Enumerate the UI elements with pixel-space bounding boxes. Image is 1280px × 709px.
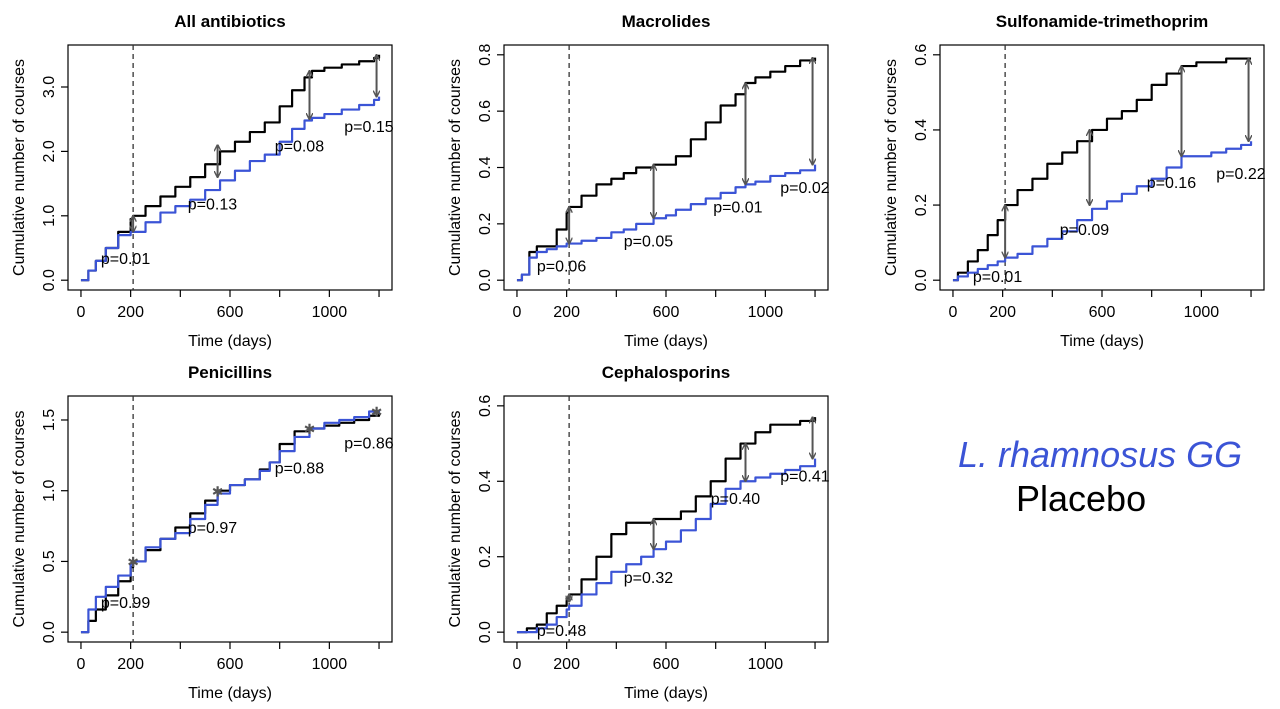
y-tick-label: 1.0 <box>41 479 58 501</box>
y-tick-label: 0.4 <box>477 470 494 492</box>
y-tick-label: 0.4 <box>477 156 494 178</box>
x-tick-label: 0 <box>77 656 86 673</box>
x-axis-label: Time (days) <box>188 333 272 350</box>
p-value-label: p=0.06 <box>537 259 586 276</box>
y-tick-label: 3.0 <box>41 76 58 98</box>
p-value-label: p=0.40 <box>711 491 760 508</box>
y-tick-label: 2.0 <box>41 140 58 162</box>
y-tick-label: 0.4 <box>913 119 930 141</box>
y-tick-label: 0.6 <box>913 44 930 66</box>
x-tick-label: 1000 <box>312 304 348 321</box>
legend-lgg-label: L. rhamnosus GG <box>958 434 1243 475</box>
x-tick-label: 600 <box>217 656 244 673</box>
y-tick-label: 0.2 <box>477 546 494 568</box>
y-tick-label: 0.0 <box>41 269 58 291</box>
p-value-label: p=0.02 <box>780 180 829 197</box>
x-tick-label: 200 <box>117 656 144 673</box>
p-value-label: p=0.99 <box>101 595 150 612</box>
panel-title: All antibiotics <box>174 12 285 31</box>
legend-placebo-label: Placebo <box>1016 478 1147 519</box>
x-tick-label: 600 <box>1089 304 1116 321</box>
p-value-label: p=0.08 <box>275 138 324 155</box>
x-tick-label: 600 <box>217 304 244 321</box>
y-axis-label: Cumulative number of courses <box>883 59 900 276</box>
comparison-marker: ✱ <box>371 405 383 421</box>
y-tick-label: 0.5 <box>41 550 58 572</box>
p-value-label: p=0.97 <box>188 520 237 537</box>
x-tick-label: 1000 <box>312 656 348 673</box>
x-tick-label: 600 <box>653 656 680 673</box>
series-line-lgg <box>80 410 381 634</box>
panel-title: Macrolides <box>622 12 711 31</box>
x-tick-label: 200 <box>117 304 144 321</box>
y-tick-label: 0.6 <box>477 395 494 417</box>
x-axis-label: Time (days) <box>1060 333 1144 350</box>
p-value-label: p=0.05 <box>624 233 673 250</box>
x-tick-label: 1000 <box>748 304 784 321</box>
series-line-placebo <box>80 54 381 282</box>
panel-1: Macrolides 0 200 600 1000 0.0 0.2 0.4 0.6 0.8 Time… <box>447 12 830 350</box>
x-tick-label: 0 <box>949 304 958 321</box>
x-axis-label: Time (days) <box>624 685 708 702</box>
comparison-marker: ✱ <box>304 422 316 438</box>
y-axis-label: Cumulative number of courses <box>11 411 28 628</box>
panel-3: Penicillins 0 200 600 1000 0.0 0.5 1.0 1.5 Time (… <box>11 363 394 702</box>
p-value-label: p=0.48 <box>537 623 586 640</box>
x-tick-label: 200 <box>553 656 580 673</box>
series-line-lgg <box>80 96 381 282</box>
p-value-label: p=0.01 <box>973 269 1022 286</box>
p-value-label: p=0.01 <box>101 251 150 268</box>
p-value-label: p=0.13 <box>188 196 237 213</box>
y-tick-label: 0.0 <box>913 269 930 291</box>
p-value-label: p=0.41 <box>780 468 829 485</box>
comparison-marker: ✱ <box>127 555 139 571</box>
y-tick-label: 0.2 <box>477 213 494 235</box>
p-value-label: p=0.86 <box>344 435 393 452</box>
plot-frame <box>503 44 829 291</box>
y-tick-label: 0.0 <box>41 621 58 643</box>
series-line-lgg <box>516 164 817 282</box>
y-axis-label: Cumulative number of courses <box>447 59 464 276</box>
y-tick-label: 1.0 <box>41 205 58 227</box>
y-axis-label: Cumulative number of courses <box>11 59 28 276</box>
y-tick-label: 0.0 <box>477 269 494 291</box>
comparison-marker: ✱ <box>212 484 224 500</box>
p-value-label: p=0.16 <box>1147 175 1196 192</box>
series-line-lgg <box>952 141 1253 282</box>
panel-2: Sulfonamide-trimethoprim 0 200 600 1000 0.0 0.… <box>883 12 1266 350</box>
p-value-label: p=0.09 <box>1060 222 1109 239</box>
x-tick-label: 0 <box>77 304 86 321</box>
p-value-label: p=0.22 <box>1216 166 1265 183</box>
x-tick-label: 1000 <box>748 656 784 673</box>
y-tick-label: 0.0 <box>477 621 494 643</box>
p-value-label: p=0.32 <box>624 570 673 587</box>
x-tick-label: 1000 <box>1184 304 1220 321</box>
p-value-label: p=0.15 <box>344 119 393 136</box>
panel-4: Cephalosporins 0 200 600 1000 0.0 0.2 0.4 0.6 Tim… <box>447 363 830 702</box>
x-tick-label: 0 <box>513 656 522 673</box>
panel-0: All antibiotics 0 200 600 1000 0.0 1.0 2.0 3.0 Ti… <box>11 12 394 350</box>
panel-title: Sulfonamide-trimethoprim <box>996 12 1209 31</box>
series-line-placebo <box>516 417 817 634</box>
series-line-lgg <box>516 458 817 634</box>
x-tick-label: 600 <box>653 304 680 321</box>
x-axis-label: Time (days) <box>624 333 708 350</box>
y-tick-label: 0.8 <box>477 44 494 66</box>
y-tick-label: 0.6 <box>477 100 494 122</box>
panel-title: Cephalosporins <box>602 363 730 382</box>
x-tick-label: 0 <box>513 304 522 321</box>
y-axis-label: Cumulative number of courses <box>447 411 464 628</box>
y-tick-label: 0.2 <box>913 194 930 216</box>
series-line-placebo <box>952 57 1252 282</box>
y-tick-label: 1.5 <box>41 409 58 431</box>
x-axis-label: Time (days) <box>188 685 272 702</box>
x-tick-label: 200 <box>989 304 1016 321</box>
x-tick-label: 200 <box>553 304 580 321</box>
p-value-label: p=0.01 <box>713 200 762 217</box>
panel-title: Penicillins <box>188 363 272 382</box>
p-value-label: p=0.88 <box>275 461 324 478</box>
